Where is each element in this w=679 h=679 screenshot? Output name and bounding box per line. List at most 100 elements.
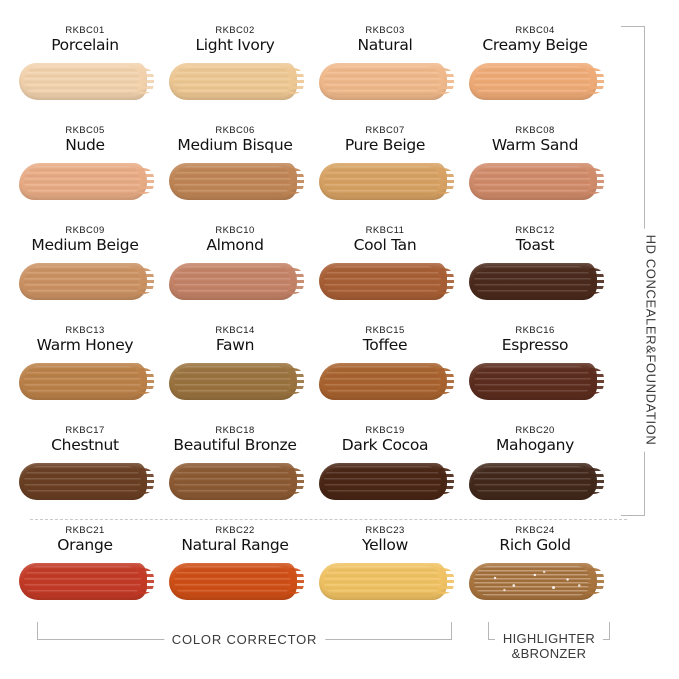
swatch-color-smear[interactable] xyxy=(319,263,447,300)
swatch-color-smear[interactable] xyxy=(169,563,297,600)
swatch-smear-wrap xyxy=(169,361,301,403)
swatch-smear-wrap xyxy=(469,361,601,403)
swatch-smear-wrap xyxy=(319,161,451,203)
swatch-code: RKBC19 xyxy=(365,425,405,436)
swatch-code: RKBC09 xyxy=(65,225,105,236)
swatch-color-smear[interactable] xyxy=(19,263,147,300)
swatch-color-smear[interactable] xyxy=(19,463,147,500)
swatch-cell[interactable]: RKBC04 Creamy Beige xyxy=(460,22,610,122)
swatch-cell[interactable]: RKBC06 Medium Bisque xyxy=(160,122,310,222)
swatch-smear-wrap xyxy=(169,561,301,603)
swatch-color-smear[interactable] xyxy=(19,63,147,100)
swatch-cell[interactable]: RKBC12 Toast xyxy=(460,222,610,322)
swatch-name: Cool Tan xyxy=(353,236,417,254)
swatch-cell[interactable]: RKBC23 Yellow xyxy=(310,522,460,622)
swatch-name: Medium Beige xyxy=(31,236,139,254)
label-highlighter-bronzer: HIGHLIGHTER &BRONZER xyxy=(494,631,604,661)
swatch-smear-wrap xyxy=(19,161,151,203)
swatch-smear-wrap xyxy=(319,61,451,103)
swatch-color-smear[interactable] xyxy=(469,563,597,600)
swatch-cell[interactable]: RKBC07 Pure Beige xyxy=(310,122,460,222)
swatch-cell[interactable]: RKBC21 Orange xyxy=(10,522,160,622)
swatch-cell[interactable]: RKBC14 Fawn xyxy=(160,322,310,422)
swatch-color-smear[interactable] xyxy=(19,363,147,400)
swatch-name: Toffee xyxy=(362,336,408,354)
swatch-cell[interactable]: RKBC13 Warm Honey xyxy=(10,322,160,422)
swatch-cell[interactable]: RKBC17 Chestnut xyxy=(10,422,160,522)
swatch-code: RKBC15 xyxy=(365,325,405,336)
swatch-name: Warm Sand xyxy=(491,136,579,154)
swatch-color-smear[interactable] xyxy=(319,563,447,600)
swatch-color-smear[interactable] xyxy=(319,463,447,500)
swatch-code: RKBC23 xyxy=(365,525,405,536)
swatch-smear-wrap xyxy=(19,261,151,303)
swatch-name: Yellow xyxy=(362,536,408,554)
swatch-code: RKBC22 xyxy=(215,525,255,536)
swatch-cell[interactable]: RKBC03 Natural xyxy=(310,22,460,122)
swatch-color-smear[interactable] xyxy=(469,363,597,400)
label-color-corrector: COLOR CORRECTOR xyxy=(163,632,326,647)
swatch-cell[interactable]: RKBC20 Mahogany xyxy=(460,422,610,522)
swatch-code: RKBC10 xyxy=(215,225,255,236)
swatch-cell[interactable]: RKBC01 Porcelain xyxy=(10,22,160,122)
swatch-cell[interactable]: RKBC09 Medium Beige xyxy=(10,222,160,322)
swatch-cell[interactable]: RKBC08 Warm Sand xyxy=(460,122,610,222)
swatch-smear-wrap xyxy=(169,61,301,103)
swatch-color-smear[interactable] xyxy=(169,263,297,300)
swatch-code: RKBC08 xyxy=(515,125,555,136)
swatch-color-smear[interactable] xyxy=(19,163,147,200)
swatch-code: RKBC02 xyxy=(215,25,255,36)
swatch-color-smear[interactable] xyxy=(169,363,297,400)
section-divider xyxy=(30,519,627,520)
swatch-cell[interactable]: RKBC02 Light Ivory xyxy=(160,22,310,122)
swatch-color-smear[interactable] xyxy=(469,63,597,100)
swatch-name: Almond xyxy=(206,236,264,254)
swatch-color-smear[interactable] xyxy=(169,163,297,200)
swatch-name: Natural Range xyxy=(181,536,289,554)
swatch-code: RKBC24 xyxy=(515,525,555,536)
swatch-cell[interactable]: RKBC16 Espresso xyxy=(460,322,610,422)
swatch-code: RKBC06 xyxy=(215,125,255,136)
swatch-code: RKBC20 xyxy=(515,425,555,436)
swatch-smear-wrap xyxy=(169,461,301,503)
swatch-color-smear[interactable] xyxy=(169,463,297,500)
swatch-name: Pure Beige xyxy=(344,136,426,154)
swatch-cell[interactable]: RKBC10 Almond xyxy=(160,222,310,322)
swatch-color-smear[interactable] xyxy=(19,563,147,600)
swatch-code: RKBC21 xyxy=(65,525,105,536)
swatch-cell[interactable]: RKBC15 Toffee xyxy=(310,322,460,422)
swatch-name: Dark Cocoa xyxy=(341,436,429,454)
swatch-color-smear[interactable] xyxy=(319,363,447,400)
swatch-color-smear[interactable] xyxy=(319,63,447,100)
swatch-color-smear[interactable] xyxy=(469,263,597,300)
bracket-highlighter-bronzer: HIGHLIGHTER &BRONZER xyxy=(488,622,610,661)
swatch-cell[interactable]: RKBC11 Cool Tan xyxy=(310,222,460,322)
swatch-name: Orange xyxy=(57,536,113,554)
swatch-code: RKBC17 xyxy=(65,425,105,436)
swatch-name: Rich Gold xyxy=(499,536,571,554)
swatch-cell[interactable]: RKBC05 Nude xyxy=(10,122,160,222)
swatch-color-smear[interactable] xyxy=(169,63,297,100)
swatch-cell[interactable]: RKBC22 Natural Range xyxy=(160,522,310,622)
swatch-cell[interactable]: RKBC24 Rich Gold xyxy=(460,522,610,622)
swatch-smear-wrap xyxy=(169,161,301,203)
bracket-color-corrector: COLOR CORRECTOR xyxy=(37,622,452,647)
swatch-name: Creamy Beige xyxy=(482,36,588,54)
swatch-color-smear[interactable] xyxy=(469,463,597,500)
label-highlighter-line1: HIGHLIGHTER xyxy=(502,631,596,646)
swatch-color-smear[interactable] xyxy=(319,163,447,200)
swatch-code: RKBC18 xyxy=(215,425,255,436)
swatch-smear-wrap xyxy=(19,361,151,403)
swatch-name: Espresso xyxy=(501,336,569,354)
swatch-smear-wrap xyxy=(469,461,601,503)
swatch-code: RKBC13 xyxy=(65,325,105,336)
swatch-name: Porcelain xyxy=(51,36,119,54)
swatch-smear-wrap xyxy=(169,261,301,303)
swatch-cell[interactable]: RKBC18 Beautiful Bronze xyxy=(160,422,310,522)
swatch-color-smear[interactable] xyxy=(469,163,597,200)
swatch-cell[interactable]: RKBC19 Dark Cocoa xyxy=(310,422,460,522)
swatch-name: Beautiful Bronze xyxy=(173,436,297,454)
swatch-name: Warm Honey xyxy=(36,336,134,354)
swatch-code: RKBC12 xyxy=(515,225,555,236)
